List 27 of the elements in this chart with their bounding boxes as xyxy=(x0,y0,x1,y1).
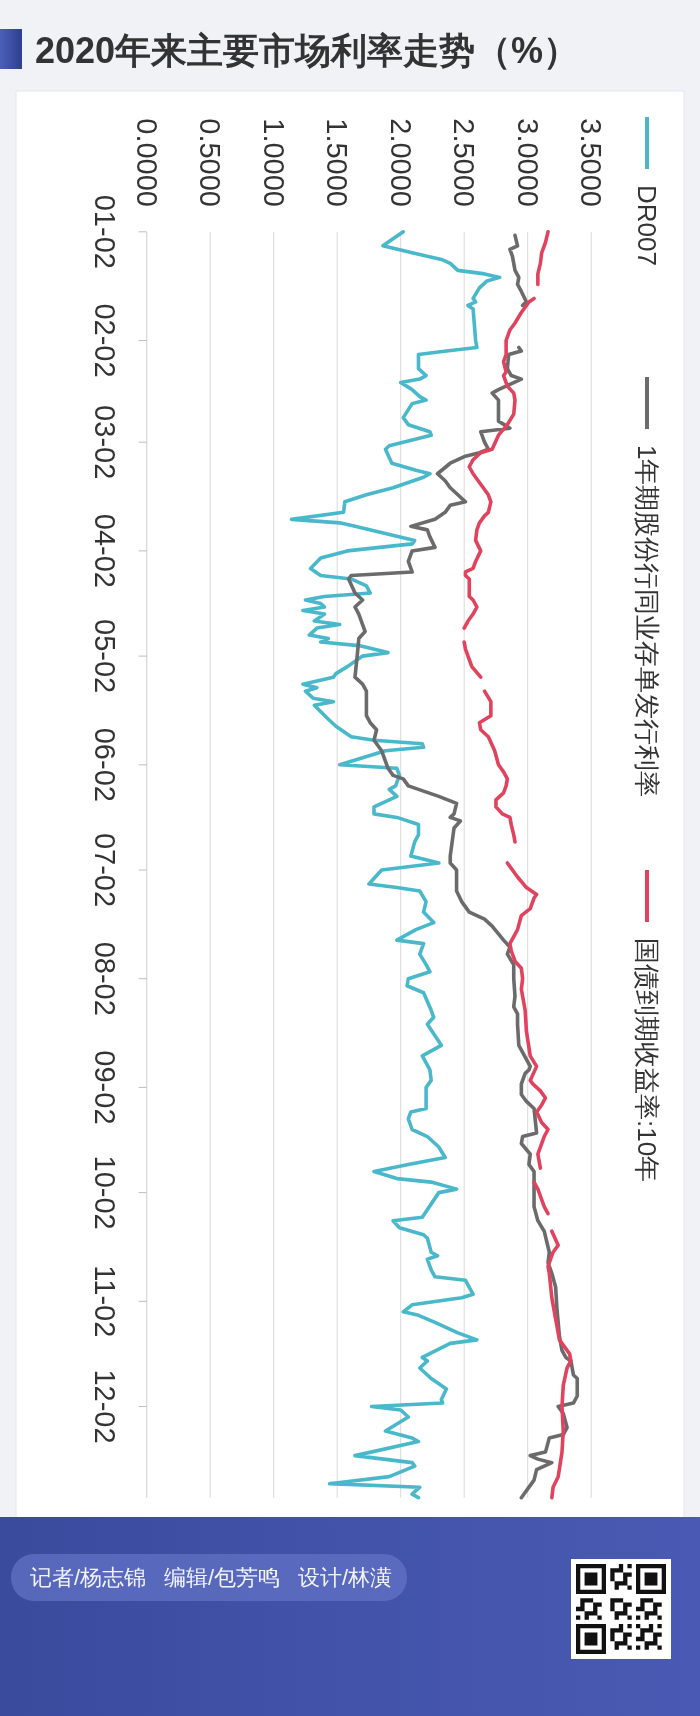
text: 编辑/包芳鸣 xyxy=(164,1565,281,1590)
y-tick-label: 03-02 xyxy=(89,405,121,480)
x-tick-label: 1.5000 xyxy=(321,118,354,207)
y-tick-label: 10-02 xyxy=(89,1155,121,1230)
legend-label: DR007 xyxy=(632,185,662,266)
x-tick-label: 2.5000 xyxy=(448,118,481,207)
y-tick-label: 12-02 xyxy=(89,1369,121,1444)
x-tick-label: 1.0000 xyxy=(257,118,290,207)
x-tick-label: 2.0000 xyxy=(384,118,417,207)
text: 记者/杨志锦 xyxy=(30,1565,147,1590)
y-tick-label: 06-02 xyxy=(89,727,121,802)
text: 设计/林潢 xyxy=(298,1565,393,1590)
x-tick-label: 0.0000 xyxy=(130,118,163,207)
chart-title: 2020年来主要市场利率走势（%） xyxy=(35,30,580,71)
y-tick-label: 04-02 xyxy=(89,513,121,588)
y-tick-label: 11-02 xyxy=(89,1265,121,1338)
legend-label: 国债到期收益率:10年 xyxy=(632,938,662,1183)
x-tick-label: 3.5000 xyxy=(575,118,608,207)
legend-label: 1年期股份行同业存单发行利率 xyxy=(632,445,662,798)
y-tick-label: 08-02 xyxy=(89,941,121,1016)
y-tick-label: 02-02 xyxy=(89,303,121,378)
x-tick-label: 0.5000 xyxy=(194,118,227,207)
y-tick-label: 01-02 xyxy=(89,194,121,269)
y-tick-label: 07-02 xyxy=(89,832,121,908)
y-tick-label: 05-02 xyxy=(89,619,121,694)
y-tick-label: 09-02 xyxy=(89,1050,121,1125)
x-tick-label: 3.0000 xyxy=(511,118,544,207)
